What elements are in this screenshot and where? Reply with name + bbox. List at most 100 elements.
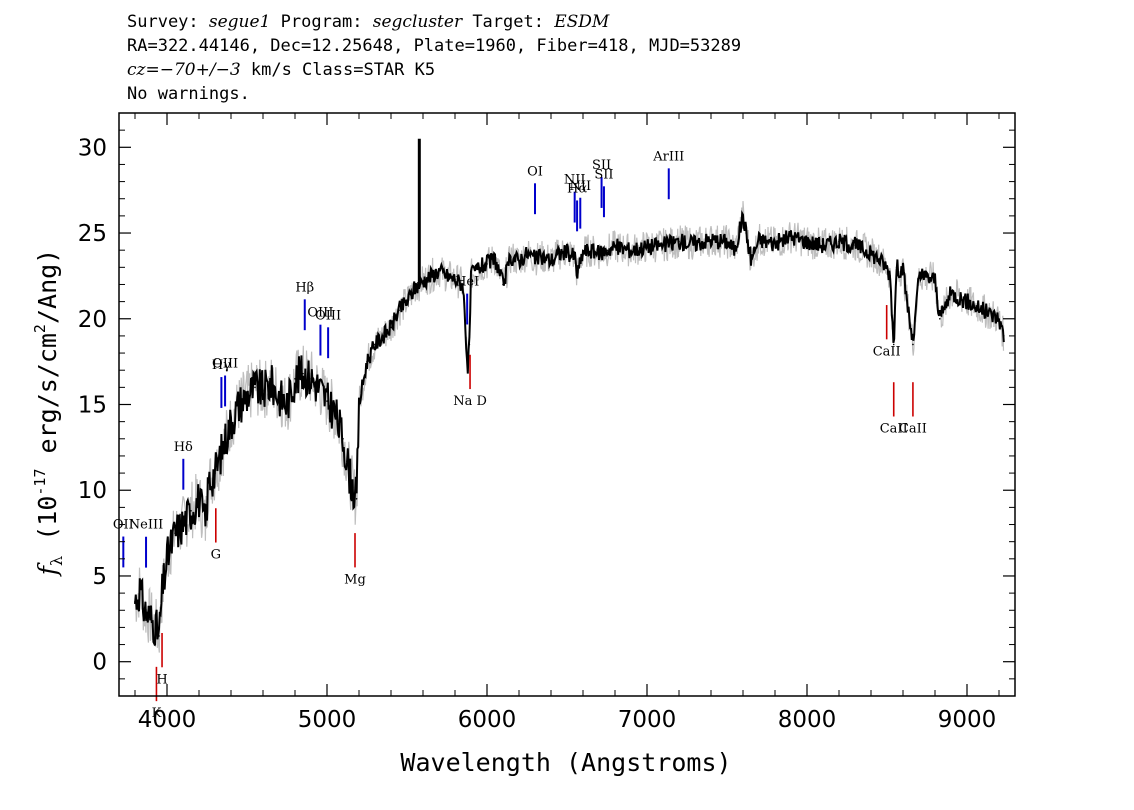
flux-point	[822, 244, 824, 246]
flux-point	[502, 283, 504, 286]
flux-point	[598, 252, 600, 255]
flux-point	[950, 292, 952, 294]
y-tick-label: 10	[78, 478, 107, 504]
flux-point	[270, 383, 272, 385]
absorption-line-label: K	[152, 706, 162, 721]
flux-point	[710, 239, 712, 241]
flux-point	[462, 283, 464, 286]
flux-point	[662, 244, 664, 246]
flux-point	[939, 317, 941, 320]
flux-point	[468, 343, 471, 346]
x-tick-label: 7000	[618, 707, 677, 733]
flux-point	[342, 437, 344, 440]
flux-point	[326, 400, 328, 402]
flux-point	[895, 266, 898, 269]
flux-point	[566, 251, 568, 253]
flux-point	[558, 252, 560, 255]
plot-frame	[118, 112, 1016, 697]
flux-point	[302, 372, 304, 375]
emission-line-label: OIII	[212, 357, 238, 372]
flux-point	[742, 215, 744, 217]
flux-point	[574, 256, 576, 258]
flux-point	[892, 343, 895, 346]
flux-point	[150, 618, 152, 620]
y-tick-label: 30	[78, 135, 107, 161]
flux-point	[294, 377, 296, 380]
emission-line-label: ArIII	[652, 149, 684, 164]
flux-point	[310, 377, 312, 380]
survey-name: segue1	[208, 12, 271, 32]
flux-point	[806, 240, 808, 243]
svg-text:fλ (10-17 erg/s/cm2/Ang): fλ (10-17 erg/s/cm2/Ang)	[31, 249, 66, 577]
flux-point	[238, 403, 240, 406]
flux-point	[582, 251, 584, 253]
emission-line-label: OIII	[315, 308, 341, 323]
flux-point	[1003, 335, 1005, 337]
flux-point	[318, 386, 320, 389]
flux-point	[734, 249, 736, 251]
flux-point	[966, 300, 968, 303]
flux-point	[478, 266, 480, 269]
flux-point	[446, 275, 448, 277]
flux-point	[550, 259, 552, 262]
flux-point	[262, 389, 264, 392]
flux-point	[382, 335, 384, 337]
absorption-line-label: H	[156, 672, 167, 687]
flux-point	[254, 386, 256, 389]
flux-point	[143, 609, 146, 612]
flux-point	[838, 240, 840, 243]
flux-point	[590, 249, 592, 251]
flux-point	[885, 266, 888, 269]
flux-point	[350, 480, 352, 483]
emission-line-label: SII	[594, 167, 613, 182]
flux-point	[358, 403, 360, 406]
flux-point	[222, 446, 224, 449]
spectrum-header: Survey: segue1 Program: segcluster Targe…	[127, 10, 741, 106]
flux-point	[470, 275, 472, 277]
flux-point	[630, 249, 632, 251]
emission-line-label: OII	[113, 518, 134, 533]
emission-line-label: Hα	[567, 181, 587, 196]
emission-line-label: NII	[564, 173, 586, 188]
flux-point	[934, 278, 936, 281]
flux-point	[854, 244, 856, 246]
flux-point	[902, 269, 904, 272]
x-tick-label: 6000	[458, 707, 517, 733]
emission-line-label: Hδ	[174, 440, 193, 455]
flux-point	[278, 395, 280, 397]
flux-point	[414, 287, 416, 289]
flux-point	[438, 269, 440, 272]
flux-point	[355, 498, 358, 500]
flux-point	[174, 532, 176, 534]
y-tick-label: 15	[78, 393, 107, 419]
flux-point	[918, 275, 920, 277]
absorption-line-label: CaII	[880, 422, 908, 437]
x-axis-title: Wavelength (Angstroms)	[400, 748, 731, 777]
flux-point	[486, 263, 488, 265]
emission-line-label: NeIII	[129, 518, 163, 533]
x-tick-label: 9000	[938, 707, 997, 733]
flux-point	[390, 326, 392, 329]
absorption-line-label: G	[211, 548, 221, 563]
flux-point	[912, 343, 914, 346]
flux-point	[182, 523, 184, 526]
flux-point	[214, 472, 216, 474]
flux-point	[406, 300, 408, 303]
emission-line-label: OI	[527, 164, 543, 179]
emission-line-label: Hγ	[212, 358, 231, 373]
x-tick-label: 5000	[298, 707, 357, 733]
emission-line-label: HeI	[455, 275, 479, 290]
absorption-line-label: Na D	[453, 394, 487, 409]
flux-point	[353, 492, 356, 495]
flux-point	[134, 600, 136, 603]
flux-point	[790, 235, 792, 238]
flux-point	[870, 252, 872, 255]
flux-point	[750, 257, 752, 260]
absorption-line-label: CaII	[873, 344, 901, 359]
flux-point	[878, 257, 880, 260]
flux-point	[430, 275, 432, 277]
cz-value: cz=−70+/−3	[127, 60, 241, 80]
target-prefix: Target:	[462, 12, 555, 32]
flux-point	[758, 239, 760, 241]
survey-prefix: Survey:	[127, 12, 209, 32]
